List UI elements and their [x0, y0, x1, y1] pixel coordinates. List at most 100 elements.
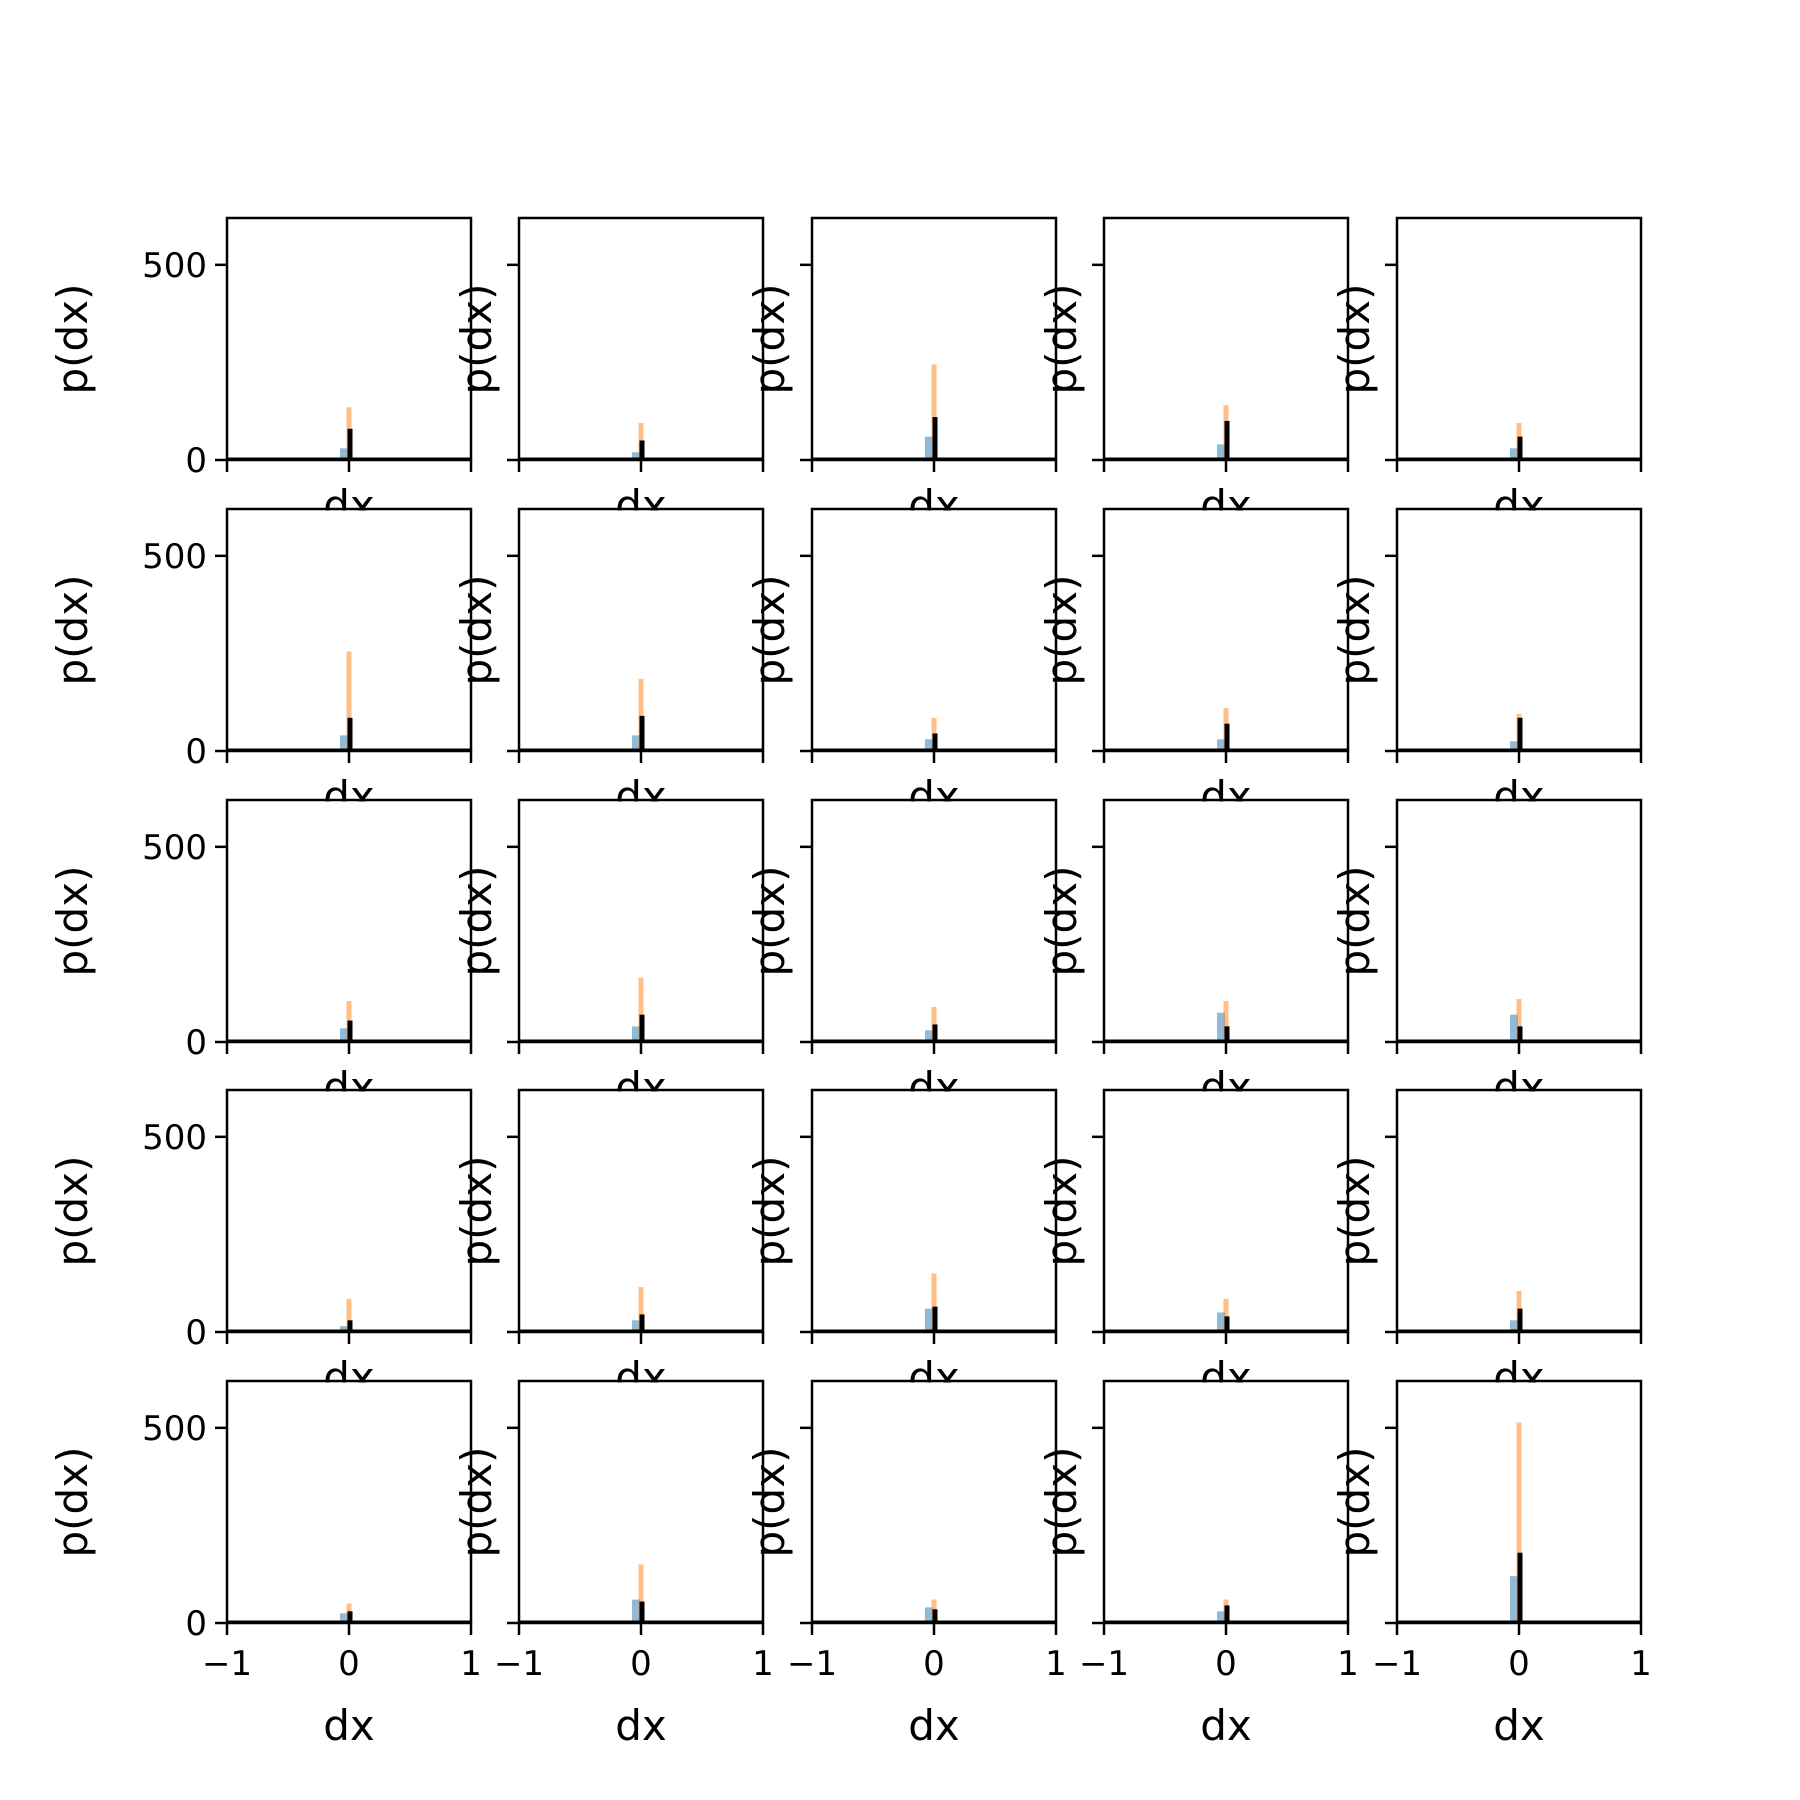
y-axis-label: p(dx)	[1037, 866, 1086, 977]
subplot-r4-c4: dxp(dx)	[1037, 1088, 1350, 1402]
bar-blue	[1510, 1576, 1518, 1623]
bar-black	[1224, 1605, 1230, 1623]
overlap-mask	[1398, 1382, 1640, 1423]
overlap-mask	[1398, 801, 1640, 842]
y-axis-label: p(dx)	[745, 1156, 794, 1267]
bar-blue	[1510, 741, 1518, 751]
bar-blue	[340, 1613, 348, 1623]
bar-black	[1224, 1026, 1230, 1042]
x-tick-label: 0	[338, 1644, 360, 1684]
y-tick-label: 500	[142, 1118, 207, 1158]
bar-black	[347, 1020, 353, 1042]
x-axis-label: dx	[615, 1701, 667, 1750]
bar-blue	[925, 739, 933, 751]
y-axis-label: p(dx)	[48, 575, 97, 686]
y-tick-label: 0	[185, 1313, 207, 1353]
y-tick-label: 500	[142, 1409, 207, 1449]
y-tick-label: 0	[185, 1604, 207, 1644]
y-axis-label: p(dx)	[1037, 575, 1086, 686]
bar-blue	[1510, 1014, 1518, 1042]
y-tick-label: 500	[142, 537, 207, 577]
y-axis-label: p(dx)	[745, 1447, 794, 1558]
bar-blue	[925, 1607, 933, 1623]
y-axis-label: p(dx)	[745, 575, 794, 686]
subplot-r3-c4: dxp(dx)	[1037, 798, 1350, 1112]
bar-orange	[1516, 999, 1522, 1042]
bar-black	[639, 1314, 645, 1332]
bar-blue	[1217, 1611, 1225, 1623]
bar-blue	[632, 1599, 640, 1623]
overlap-mask	[813, 1091, 1055, 1132]
y-axis-label: p(dx)	[1037, 284, 1086, 395]
y-axis-label: p(dx)	[452, 1156, 501, 1267]
x-axis-label: dx	[323, 1701, 375, 1750]
subplot-r1-c4: dxp(dx)	[1037, 216, 1350, 530]
y-axis-label: p(dx)	[1330, 284, 1379, 395]
bar-blue	[925, 1308, 933, 1332]
subplot-r4-c2: dxp(dx)	[452, 1088, 765, 1402]
y-axis-label: p(dx)	[452, 575, 501, 686]
bar-black	[347, 428, 353, 460]
bar-black	[639, 440, 645, 460]
x-axis-label: dx	[1493, 1701, 1545, 1750]
bar-black	[1517, 717, 1523, 751]
y-axis-label: p(dx)	[48, 284, 97, 395]
y-axis-label: p(dx)	[48, 1447, 97, 1558]
x-tick-label: −1	[1079, 1644, 1129, 1684]
bar-orange	[638, 1287, 644, 1332]
bar-blue	[632, 452, 640, 460]
subplot-r4-c5: dxp(dx)	[1330, 1088, 1643, 1402]
x-tick-label: 1	[460, 1644, 482, 1684]
overlap-mask	[228, 1382, 470, 1423]
x-tick-label: 1	[1630, 1644, 1652, 1684]
overlap-mask	[228, 1091, 470, 1132]
x-tick-label: 0	[630, 1644, 652, 1684]
bar-black	[1517, 1552, 1523, 1623]
overlap-mask	[1398, 1091, 1640, 1132]
bar-blue	[1217, 1312, 1225, 1332]
overlap-mask	[1105, 1382, 1347, 1423]
bar-black	[932, 1306, 938, 1332]
bar-orange	[346, 651, 352, 751]
bar-orange	[638, 678, 644, 751]
bar-orange	[931, 364, 937, 460]
y-axis-label: p(dx)	[745, 284, 794, 395]
y-axis-label: p(dx)	[452, 1447, 501, 1558]
bar-black	[932, 733, 938, 751]
x-tick-label: 0	[1215, 1644, 1237, 1684]
y-axis-label: p(dx)	[1037, 1156, 1086, 1267]
overlap-mask	[813, 1382, 1055, 1423]
bar-black	[1224, 723, 1230, 751]
y-tick-label: 0	[185, 441, 207, 481]
x-tick-label: 0	[1508, 1644, 1530, 1684]
overlap-mask	[520, 801, 762, 842]
subplot-r1-c2: dxp(dx)	[452, 216, 765, 530]
subplot-r2-c5: dxp(dx)	[1330, 507, 1643, 821]
overlap-mask	[520, 1382, 762, 1423]
bar-blue	[632, 735, 640, 751]
overlap-mask	[228, 510, 470, 551]
bar-black	[1517, 436, 1523, 460]
subplot-r5-c2: −1 0 1 dx p(dx)	[452, 1379, 774, 1750]
bar-orange	[1223, 1001, 1229, 1042]
bar-blue	[340, 1326, 348, 1332]
bar-blue	[340, 1028, 348, 1042]
overlap-mask	[520, 1091, 762, 1132]
x-tick-label: 0	[923, 1644, 945, 1684]
overlap-mask	[228, 801, 470, 842]
subplot-r3-c5: dxp(dx)	[1330, 798, 1643, 1112]
subplot-r2-c2: dxp(dx)	[452, 507, 765, 821]
x-tick-label: 1	[752, 1644, 774, 1684]
y-axis-label: p(dx)	[48, 1156, 97, 1267]
bar-black	[347, 717, 353, 751]
y-axis-label: p(dx)	[452, 284, 501, 395]
y-axis-label: p(dx)	[1330, 1447, 1379, 1558]
x-tick-label: 1	[1337, 1644, 1359, 1684]
bar-black	[347, 1611, 353, 1623]
